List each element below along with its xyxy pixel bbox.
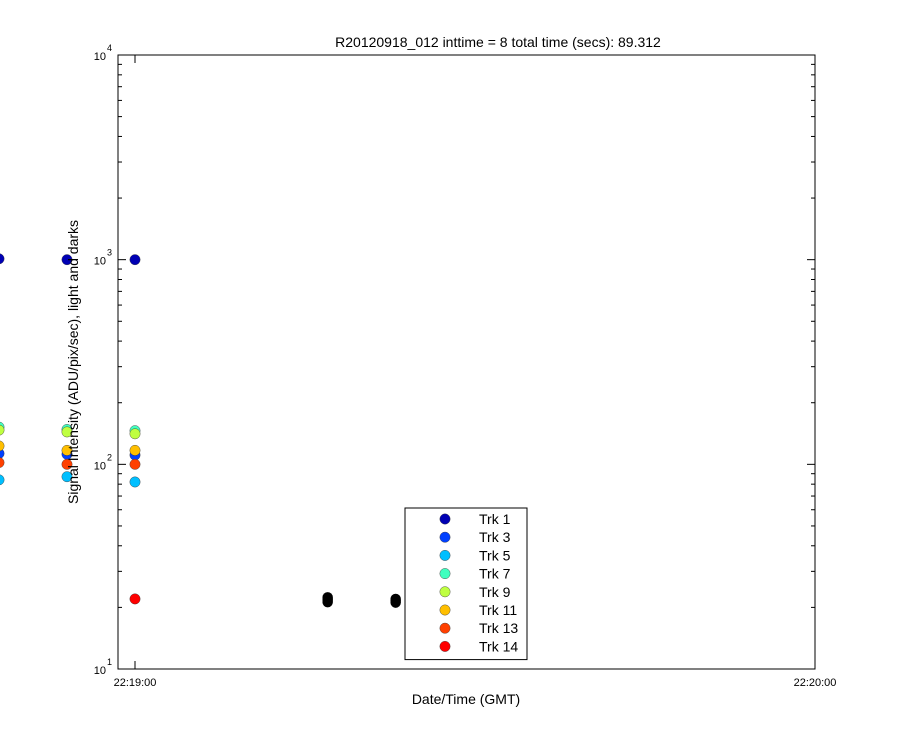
data-point	[61, 254, 73, 266]
data-point	[0, 440, 5, 452]
legend: Trk 1 Trk 3 Trk 5 Trk 7 Trk 9 Trk 11 Trk 13 Trk…	[404, 507, 528, 661]
chart-title: R20120918_012 inttime = 8 total time (se…	[335, 34, 661, 50]
dark-point	[322, 592, 333, 603]
data-point	[0, 457, 5, 468]
x-tick-label: 22:19:00	[114, 677, 157, 689]
y-tick-label-exponent: 4	[107, 43, 112, 53]
data-point	[129, 254, 141, 266]
legend-marker	[439, 604, 451, 616]
legend-marker	[439, 622, 451, 634]
series-layer	[0, 253, 401, 608]
dark-point	[390, 593, 401, 605]
data-point	[61, 426, 73, 438]
legend-label: Trk 13	[479, 620, 518, 636]
legend-label: Trk 11	[479, 602, 517, 618]
data-point	[129, 428, 141, 440]
data-point	[0, 474, 5, 486]
y-tick-label-exponent: 1	[107, 657, 112, 667]
legend-marker	[439, 513, 451, 525]
legend-marker	[439, 568, 451, 579]
legend-label: Trk 7	[479, 566, 511, 582]
legend-label: Trk 1	[479, 511, 511, 527]
x-axis-label: Date/Time (GMT)	[412, 691, 520, 707]
plot-frame	[117, 54, 816, 670]
y-tick-label-exponent: 2	[107, 452, 112, 462]
data-point	[129, 458, 141, 470]
data-point	[61, 458, 73, 470]
plot-area	[117, 54, 816, 670]
y-tick-label-base: 10	[94, 665, 106, 677]
legend-label: Trk 3	[479, 529, 511, 545]
x-tick-label: 22:20:00	[794, 677, 837, 689]
y-tick-label-base: 10	[94, 256, 106, 268]
y-axis-label: Signal Intensity (ADU/pix/sec), light an…	[65, 220, 81, 504]
legend-label: Trk 14	[479, 638, 518, 654]
data-point	[0, 253, 5, 265]
data-point	[61, 444, 73, 456]
data-point	[129, 476, 141, 488]
y-tick-label-base: 10	[94, 460, 106, 472]
legend-label: Trk 5	[479, 547, 511, 563]
legend-label: Trk 9	[479, 584, 511, 600]
legend-marker	[439, 550, 451, 561]
legend-box	[404, 507, 528, 661]
legend-marker	[439, 531, 451, 543]
data-point	[61, 471, 73, 483]
data-point	[129, 593, 141, 605]
y-tick-label-exponent: 3	[107, 248, 112, 258]
legend-marker	[439, 586, 451, 598]
data-point	[0, 424, 5, 436]
y-tick-label-base: 10	[94, 51, 106, 63]
data-point	[129, 444, 141, 456]
legend-marker	[439, 641, 451, 652]
